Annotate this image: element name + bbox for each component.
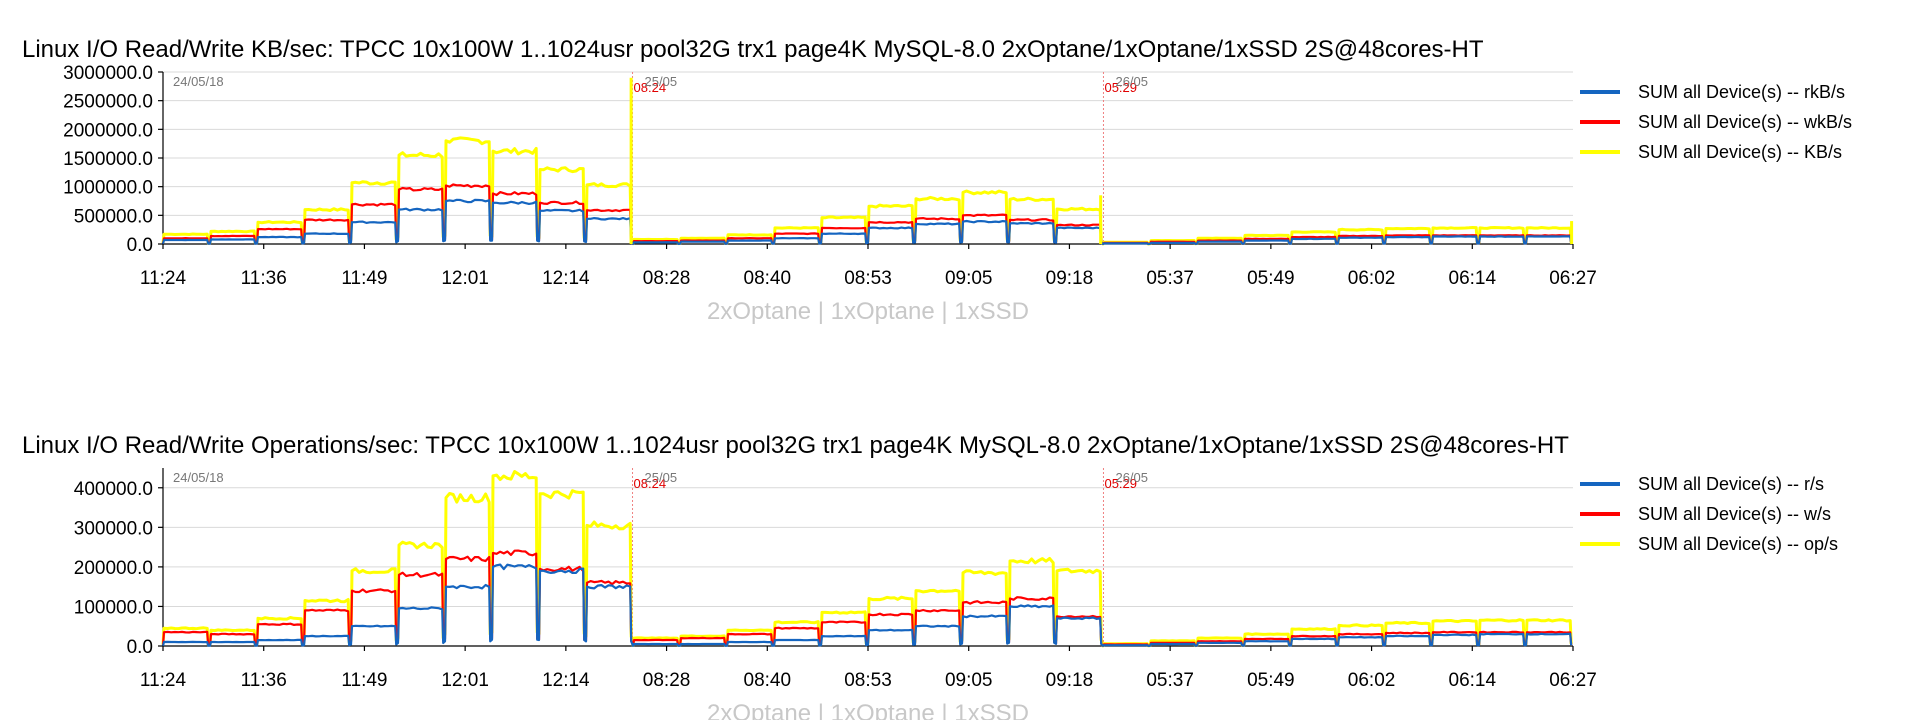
x-tick-label: 08:40 [744, 670, 792, 691]
x-tick-label: 09:05 [945, 670, 993, 691]
series-line-sum-all-device-s-rkb-s [161, 198, 1573, 246]
y-tick-label: 1500000.0 [63, 149, 153, 170]
day-marker-label: 05:29 [1104, 80, 1137, 95]
date-label: 25/05 [645, 470, 678, 485]
x-tick-label: 12:14 [542, 670, 590, 691]
y-tick-label: 2500000.0 [63, 92, 153, 113]
footer-label: 2xOptane | 1xOptane | 1xSSD [707, 700, 1029, 720]
series-line-sum-all-device-s-kb-s [161, 136, 1573, 246]
x-tick-label: 08:53 [844, 670, 892, 691]
x-tick-label: 11:24 [140, 670, 187, 691]
legend-label: SUM all Device(s) -- w/s [1638, 504, 1831, 524]
x-tick-label: 11:36 [241, 268, 287, 289]
x-tick-label: 06:14 [1449, 268, 1497, 289]
x-tick-label: 08:28 [643, 268, 691, 289]
x-tick-label: 11:49 [341, 670, 387, 691]
chart-title: Linux I/O Read/Write KB/sec: TPCC 10x100… [22, 36, 1484, 63]
series-line-sum-all-device-s-op-s [161, 470, 1573, 648]
y-tick-label: 3000000.0 [63, 63, 153, 84]
x-tick-label: 08:53 [844, 268, 892, 289]
kb-per-sec-chart: Linux I/O Read/Write KB/sec: TPCC 10x100… [22, 36, 1852, 325]
x-tick-label: 12:14 [542, 268, 590, 289]
x-tick-label: 06:27 [1549, 268, 1597, 289]
chart-title: Linux I/O Read/Write Operations/sec: TPC… [22, 432, 1569, 459]
y-tick-label: 100000.0 [74, 597, 153, 618]
series-line-sum-all-device-s-r-s [161, 563, 1573, 647]
legend-label: SUM all Device(s) -- op/s [1638, 534, 1838, 554]
day-marker-label: 08:24 [634, 80, 667, 95]
y-tick-label: 1000000.0 [63, 178, 153, 199]
y-tick-label: 300000.0 [74, 518, 153, 539]
x-tick-label: 11:24 [140, 268, 187, 289]
date-label: 24/05/18 [173, 74, 224, 89]
y-tick-label: 500000.0 [74, 206, 153, 227]
day-marker-label: 05:29 [1104, 476, 1137, 491]
x-tick-label: 11:49 [341, 268, 387, 289]
x-tick-label: 05:37 [1146, 670, 1194, 691]
x-tick-label: 08:28 [643, 670, 691, 691]
x-tick-label: 11:36 [241, 670, 287, 691]
date-label: 24/05/18 [173, 470, 224, 485]
x-tick-label: 06:02 [1348, 268, 1396, 289]
y-tick-label: 400000.0 [74, 479, 153, 500]
x-tick-label: 09:05 [945, 268, 993, 289]
x-tick-label: 06:14 [1449, 670, 1497, 691]
footer-label: 2xOptane | 1xOptane | 1xSSD [707, 298, 1029, 325]
date-label: 25/05 [645, 74, 678, 89]
ops-per-sec-chart: Linux I/O Read/Write Operations/sec: TPC… [22, 432, 1838, 720]
y-tick-label: 2000000.0 [63, 120, 153, 141]
x-tick-label: 12:01 [441, 268, 489, 289]
x-tick-label: 05:37 [1146, 268, 1194, 289]
legend-label: SUM all Device(s) -- KB/s [1638, 142, 1842, 162]
y-tick-label: 0.0 [127, 235, 153, 256]
legend-label: SUM all Device(s) -- rkB/s [1638, 82, 1845, 102]
date-label: 26/05 [1115, 470, 1148, 485]
x-tick-label: 06:27 [1549, 670, 1597, 691]
legend-label: SUM all Device(s) -- wkB/s [1638, 112, 1852, 132]
x-tick-label: 05:49 [1247, 268, 1295, 289]
x-tick-label: 05:49 [1247, 670, 1295, 691]
x-tick-label: 09:18 [1046, 268, 1094, 289]
legend-label: SUM all Device(s) -- r/s [1638, 474, 1824, 494]
x-tick-label: 09:18 [1046, 670, 1094, 691]
date-label: 26/05 [1115, 74, 1148, 89]
x-tick-label: 08:40 [744, 268, 792, 289]
x-tick-label: 12:01 [441, 670, 489, 691]
x-tick-label: 06:02 [1348, 670, 1396, 691]
day-marker-label: 08:24 [634, 476, 667, 491]
y-tick-label: 200000.0 [74, 558, 153, 579]
y-tick-label: 0.0 [127, 637, 153, 658]
